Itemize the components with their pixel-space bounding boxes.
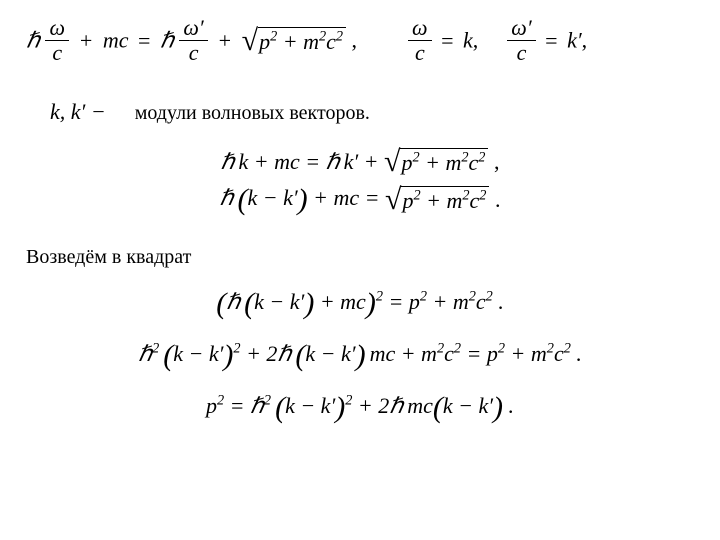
equation-line-3: (ℏ(k − k′) + mc)2 = p2 + m2c2 . <box>20 287 700 321</box>
sqrt-2b: √p2 + m2c2 <box>385 185 489 215</box>
sqrt-2a: √p2 + m2c2 <box>384 147 488 177</box>
sqrt-1: √p2 + m2c2 <box>242 26 346 56</box>
frac-omegap-c-2: ω′ c <box>507 16 535 65</box>
frac-omega-c-2: ω c <box>408 16 432 65</box>
definition-line: k, k′ − модули волновых векторов. <box>20 99 700 125</box>
frac-omega-c: ω c <box>45 16 69 65</box>
equation-line-4: ℏ2(k − k′)2 + 2ℏ(k − k′)mc + m2c2 = p2 +… <box>20 339 700 373</box>
caption-moduli: модули волновых векторов. <box>135 102 370 124</box>
kk-symbol: k, k′ − <box>50 99 106 124</box>
hbar: ℏ <box>26 28 40 53</box>
equation-line-2a: ℏk + mc = ℏk′ + √p2 + m2c2 , <box>20 147 700 177</box>
equation-line-1: ℏ ω c + mc = ℏ ω′ c + √p2 + m2c2 , ω c =… <box>20 16 700 65</box>
equation-line-2b: ℏ(k − k′) + mc = √p2 + m2c2 . <box>20 183 700 217</box>
frac-omegap-c: ω′ c <box>179 16 207 65</box>
caption-square: Возведём в квадрат <box>20 243 700 269</box>
equation-line-5: p2 = ℏ2(k − k′)2 + 2ℏmc(k − k′) . <box>20 391 700 425</box>
